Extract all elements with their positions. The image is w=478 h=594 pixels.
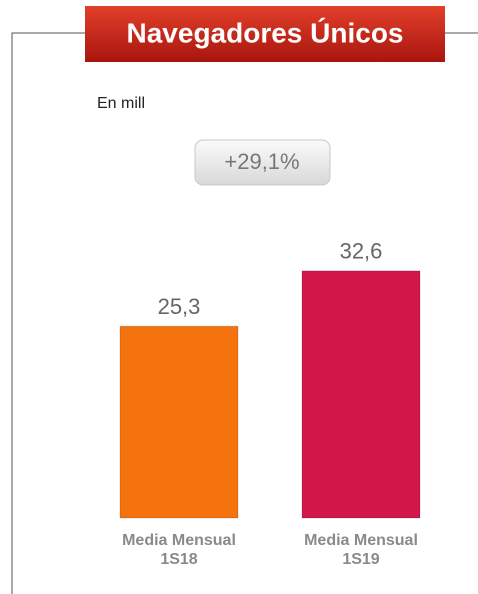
subtitle: En mill: [97, 95, 145, 112]
x-tick-label: Media Mensual 1S18: [122, 532, 236, 568]
x-tick-label: Media Mensual 1S19: [304, 532, 418, 568]
frame-line: [11, 32, 85, 594]
bar: [119, 325, 239, 519]
chart-title: Navegadores Únicos: [127, 17, 404, 48]
title-banner: [85, 6, 445, 62]
bar: [301, 270, 421, 519]
value-label: 32,6: [340, 239, 383, 264]
annotation-box: [194, 139, 331, 186]
annotation: +29,1%: [224, 149, 299, 174]
value-label: 25,3: [158, 294, 201, 319]
